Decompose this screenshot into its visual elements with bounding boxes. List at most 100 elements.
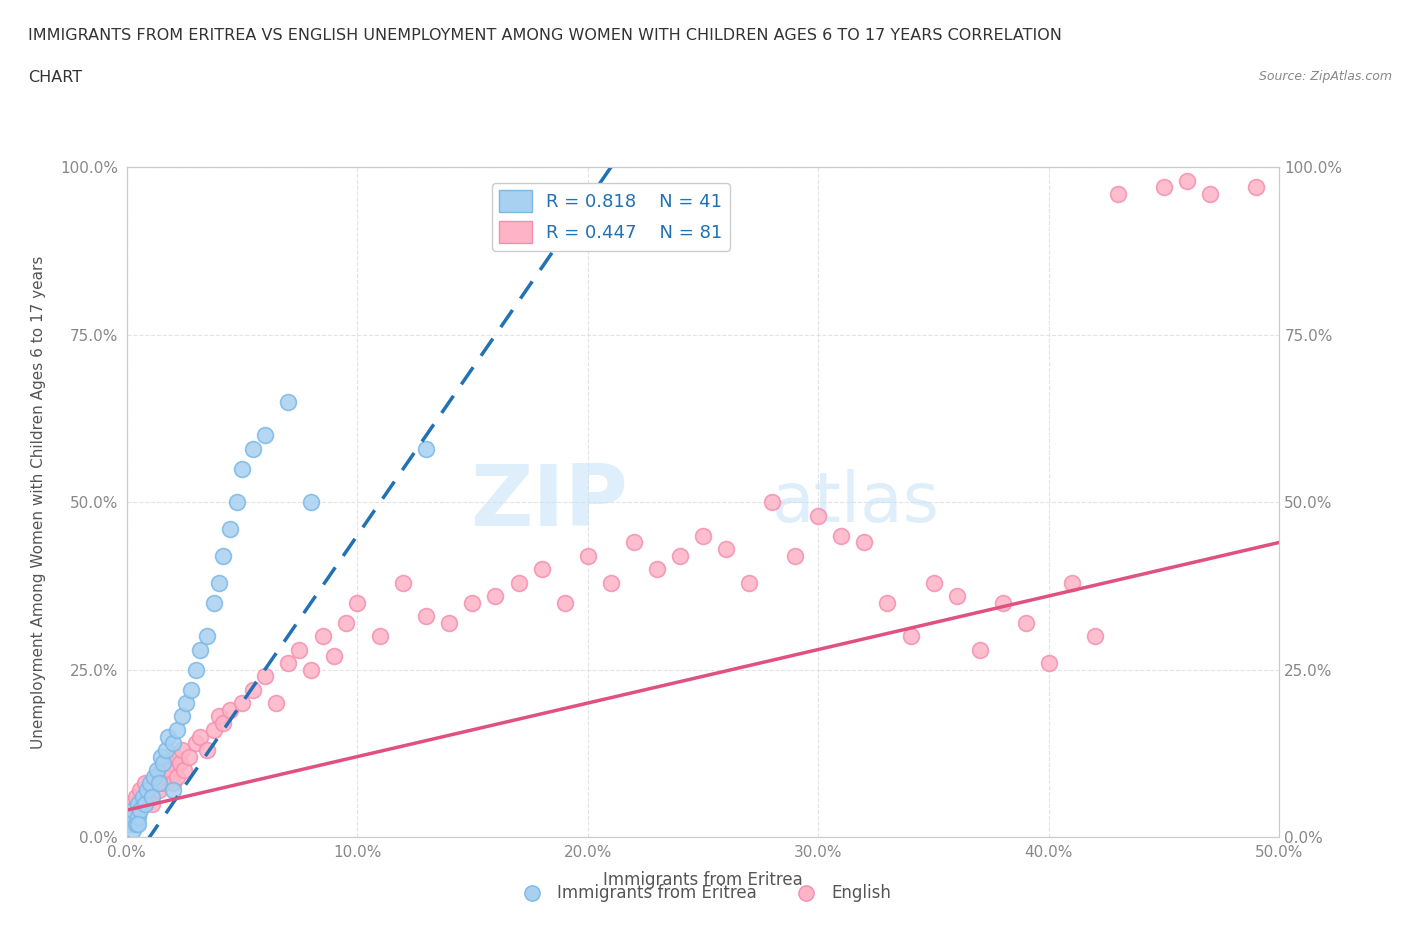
Point xyxy=(127,817,149,831)
Point xyxy=(166,769,188,784)
Point xyxy=(127,809,149,824)
Point xyxy=(277,656,299,671)
Point xyxy=(1060,575,1083,590)
Point xyxy=(152,776,174,790)
Point xyxy=(226,495,249,510)
Point xyxy=(714,541,737,556)
Point xyxy=(202,723,225,737)
Point xyxy=(368,629,391,644)
Point xyxy=(162,783,184,798)
Point xyxy=(125,790,148,804)
Point xyxy=(219,522,242,537)
Point xyxy=(129,803,152,817)
Point xyxy=(945,589,967,604)
Point xyxy=(219,702,242,717)
Text: atlas: atlas xyxy=(772,469,941,536)
Point xyxy=(155,769,177,784)
Point xyxy=(120,809,142,824)
Point xyxy=(922,575,945,590)
Point xyxy=(159,763,181,777)
Point xyxy=(163,750,186,764)
Point xyxy=(669,549,692,564)
Point xyxy=(148,776,170,790)
Text: Source: ZipAtlas.com: Source: ZipAtlas.com xyxy=(1258,70,1392,83)
Point xyxy=(346,595,368,610)
Legend: Immigrants from Eritrea, English: Immigrants from Eritrea, English xyxy=(508,878,898,909)
Point xyxy=(122,823,145,838)
Point xyxy=(195,629,218,644)
Point xyxy=(134,776,156,790)
Point xyxy=(127,796,149,811)
Point xyxy=(131,796,153,811)
Point xyxy=(141,790,163,804)
Point xyxy=(176,696,198,711)
Point xyxy=(807,508,830,523)
Point xyxy=(157,729,180,744)
Point xyxy=(208,575,231,590)
Point xyxy=(785,549,807,564)
Point xyxy=(530,562,553,577)
Text: IMMIGRANTS FROM ERITREA VS ENGLISH UNEMPLOYMENT AMONG WOMEN WITH CHILDREN AGES 6: IMMIGRANTS FROM ERITREA VS ENGLISH UNEMP… xyxy=(28,28,1062,43)
Point xyxy=(188,642,211,657)
Y-axis label: Unemployment Among Women with Children Ages 6 to 17 years: Unemployment Among Women with Children A… xyxy=(31,256,46,749)
Point xyxy=(120,796,142,811)
Point xyxy=(173,763,195,777)
X-axis label: Immigrants from Eritrea: Immigrants from Eritrea xyxy=(603,871,803,889)
Point xyxy=(1175,173,1198,188)
Point xyxy=(761,495,783,510)
Point xyxy=(195,742,218,757)
Point xyxy=(162,736,184,751)
Point xyxy=(1246,180,1268,195)
Text: ZIP: ZIP xyxy=(471,460,628,544)
Point xyxy=(323,649,346,664)
Point xyxy=(231,696,253,711)
Point xyxy=(150,763,173,777)
Point xyxy=(125,817,148,831)
Point xyxy=(184,736,207,751)
Point xyxy=(134,796,156,811)
Point xyxy=(439,616,461,631)
Point xyxy=(150,750,173,764)
Point xyxy=(242,683,264,698)
Point xyxy=(876,595,898,610)
Point xyxy=(122,803,145,817)
Point xyxy=(277,394,299,409)
Point xyxy=(253,669,276,684)
Point xyxy=(136,783,159,798)
Point xyxy=(415,441,437,456)
Point xyxy=(1107,187,1129,202)
Point xyxy=(311,629,333,644)
Point xyxy=(157,756,180,771)
Point xyxy=(170,742,193,757)
Point xyxy=(177,750,200,764)
Point xyxy=(299,662,322,677)
Point xyxy=(415,608,437,623)
Point xyxy=(266,696,288,711)
Point xyxy=(131,790,153,804)
Point xyxy=(1015,616,1038,631)
Point xyxy=(166,723,188,737)
Text: CHART: CHART xyxy=(28,70,82,85)
Point xyxy=(184,662,207,677)
Point xyxy=(853,535,876,550)
Point xyxy=(212,549,235,564)
Point xyxy=(599,575,621,590)
Point xyxy=(138,783,160,798)
Point xyxy=(738,575,761,590)
Point xyxy=(1153,180,1175,195)
Point xyxy=(127,803,149,817)
Point xyxy=(202,595,225,610)
Point xyxy=(212,716,235,731)
Point xyxy=(188,729,211,744)
Point xyxy=(143,769,166,784)
Point xyxy=(508,575,530,590)
Point xyxy=(138,776,160,790)
Point xyxy=(242,441,264,456)
Point xyxy=(143,776,166,790)
Point xyxy=(900,629,922,644)
Point xyxy=(118,809,141,824)
Point xyxy=(148,783,170,798)
Point xyxy=(461,595,484,610)
Point xyxy=(692,528,714,543)
Point xyxy=(830,528,852,543)
